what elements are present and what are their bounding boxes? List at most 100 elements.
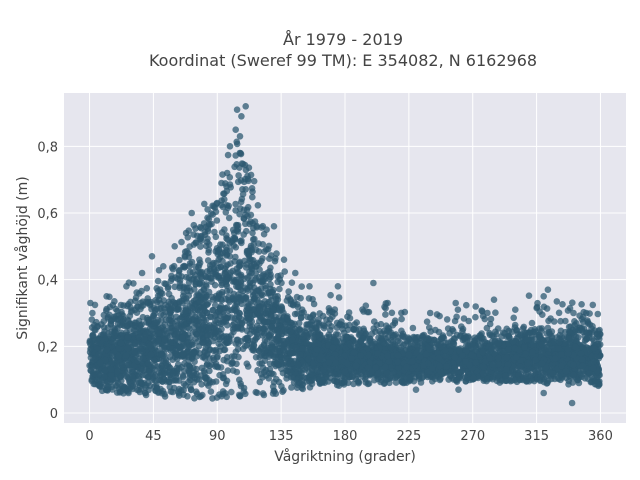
- data-point: [211, 281, 219, 289]
- data-point: [239, 190, 247, 198]
- data-point: [182, 307, 189, 315]
- data-point: [254, 367, 261, 374]
- data-point: [498, 377, 506, 385]
- data-point: [188, 304, 195, 312]
- data-point: [138, 348, 146, 355]
- data-point: [261, 325, 268, 333]
- data-point: [142, 382, 149, 389]
- data-point: [159, 365, 167, 372]
- data-point: [86, 339, 93, 346]
- data-point: [190, 378, 198, 386]
- data-point: [214, 250, 222, 258]
- data-point: [249, 292, 257, 299]
- data-point: [160, 297, 167, 304]
- data-point: [524, 359, 531, 367]
- data-point: [180, 380, 188, 388]
- data-point: [187, 386, 195, 393]
- data-point: [89, 364, 96, 371]
- data-point: [243, 303, 251, 311]
- data-point: [272, 390, 280, 398]
- data-point: [261, 352, 268, 359]
- data-point: [374, 350, 381, 357]
- data-point: [243, 335, 250, 343]
- data-point: [212, 346, 220, 354]
- data-point: [204, 360, 211, 368]
- data-point: [207, 388, 215, 395]
- data-point: [167, 339, 174, 346]
- data-point: [382, 376, 390, 384]
- data-point: [249, 220, 256, 227]
- data-point: [350, 380, 357, 388]
- data-point: [306, 377, 313, 385]
- data-point: [207, 275, 215, 282]
- data-point: [228, 388, 235, 396]
- data-point: [532, 368, 539, 376]
- data-point: [555, 345, 563, 353]
- data-point: [437, 368, 444, 375]
- data-point: [109, 386, 116, 393]
- data-point: [402, 341, 410, 348]
- data-point: [219, 374, 227, 382]
- data-point: [215, 319, 223, 327]
- data-point: [179, 292, 187, 300]
- data-point: [200, 291, 208, 298]
- data-point: [185, 353, 193, 361]
- data-point: [150, 312, 158, 320]
- data-point: [89, 332, 96, 339]
- data-point: [395, 364, 402, 371]
- data-point: [240, 388, 248, 395]
- data-point: [142, 371, 149, 379]
- data-point: [308, 370, 315, 378]
- data-point: [235, 172, 242, 179]
- data-point: [414, 342, 421, 350]
- data-point: [244, 203, 252, 211]
- data-point: [273, 375, 280, 383]
- data-point: [135, 317, 143, 325]
- data-point: [268, 323, 276, 331]
- data-point: [147, 351, 155, 359]
- data-point: [246, 279, 254, 287]
- data-point: [131, 348, 138, 356]
- data-point: [222, 314, 229, 322]
- data-point: [100, 331, 107, 338]
- data-point: [593, 340, 601, 348]
- data-point: [297, 351, 304, 359]
- data-point: [192, 278, 200, 285]
- data-point: [108, 371, 115, 379]
- data-point: [249, 188, 256, 195]
- data-point: [261, 336, 269, 344]
- chart-title-line-1: År 1979 - 2019: [283, 30, 403, 49]
- data-point: [253, 224, 260, 231]
- data-point: [238, 239, 245, 247]
- data-point: [596, 335, 603, 343]
- data-point: [232, 244, 240, 251]
- data-point: [223, 304, 231, 311]
- data-point: [572, 338, 580, 345]
- data-point: [160, 311, 167, 319]
- data-point: [117, 339, 125, 347]
- data-point: [327, 366, 334, 374]
- data-point: [143, 319, 150, 326]
- data-point: [232, 348, 240, 356]
- data-point: [331, 371, 338, 378]
- data-point: [368, 342, 375, 349]
- data-point: [225, 214, 233, 222]
- data-point: [209, 395, 216, 402]
- data-point: [224, 367, 232, 374]
- data-point: [246, 257, 253, 265]
- data-point: [283, 314, 291, 322]
- data-point: [118, 383, 126, 390]
- data-point: [186, 364, 194, 371]
- data-point: [229, 278, 237, 285]
- data-point: [259, 390, 267, 397]
- data-point: [241, 284, 249, 292]
- data-point: [181, 283, 188, 291]
- data-point: [579, 362, 587, 370]
- data-point: [221, 226, 228, 233]
- data-point: [347, 365, 354, 373]
- data-point: [169, 388, 176, 396]
- data-point: [186, 334, 194, 342]
- data-point: [236, 392, 244, 400]
- data-point: [365, 380, 373, 387]
